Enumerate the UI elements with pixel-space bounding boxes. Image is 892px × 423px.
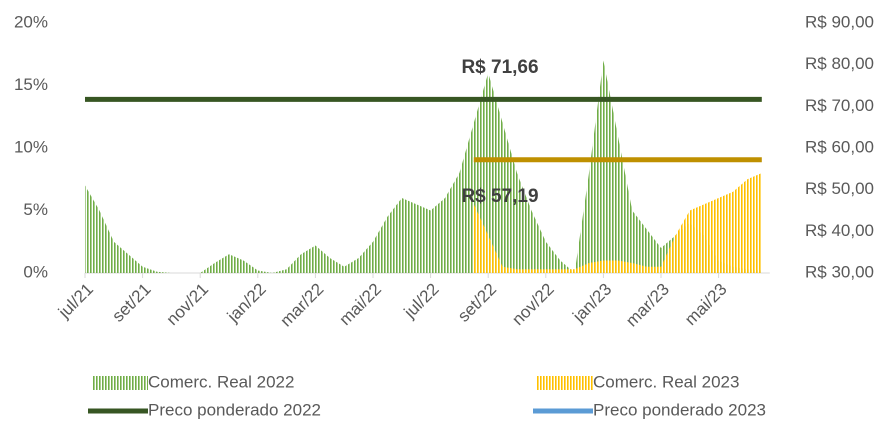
x-tick-label: jan/22 xyxy=(223,280,270,327)
y2-tick-label: R$ 70,00 xyxy=(805,96,874,115)
legend-swatch xyxy=(537,376,593,390)
y2-tick-label: R$ 40,00 xyxy=(805,221,874,240)
annotation: R$ 71,66 xyxy=(461,57,538,78)
y2-tick-label: R$ 60,00 xyxy=(805,137,874,156)
legend-label: Preco ponderado 2022 xyxy=(148,400,321,419)
y-tick-label: 5% xyxy=(23,200,48,219)
legend-label: Comerc. Real 2022 xyxy=(148,372,294,391)
legend-label: Preco ponderado 2023 xyxy=(593,400,766,419)
x-tick-label: jan/23 xyxy=(568,280,615,327)
area xyxy=(473,173,762,273)
y2-tick-label: R$ 30,00 xyxy=(805,262,874,281)
y-tick-label: 20% xyxy=(14,12,48,31)
y2-tick-label: R$ 50,00 xyxy=(805,179,874,198)
y-tick-label: 15% xyxy=(14,75,48,94)
x-tick-label: jul/22 xyxy=(400,280,443,323)
x-tick-label: set/21 xyxy=(108,280,154,326)
x-tick-label: nov/22 xyxy=(508,280,558,330)
x-tick-label: nov/21 xyxy=(163,280,213,330)
legend-label: Comerc. Real 2023 xyxy=(593,372,739,391)
y-tick-label: 0% xyxy=(23,262,48,281)
area xyxy=(85,60,762,273)
y2-tick-label: R$ 90,00 xyxy=(805,12,874,31)
y2-tick-label: R$ 80,00 xyxy=(805,54,874,73)
x-tick-label: mai/22 xyxy=(335,280,385,330)
x-tick-label: set/22 xyxy=(454,280,500,326)
x-tick-label: mar/22 xyxy=(277,280,328,331)
x-tick-label: jul/21 xyxy=(54,280,97,323)
x-tick-label: mar/23 xyxy=(622,280,673,331)
y-tick-label: 10% xyxy=(14,137,48,156)
legend-swatch xyxy=(92,376,148,390)
x-tick-label: mai/23 xyxy=(681,280,731,330)
annotation: R$ 57,19 xyxy=(461,186,538,207)
